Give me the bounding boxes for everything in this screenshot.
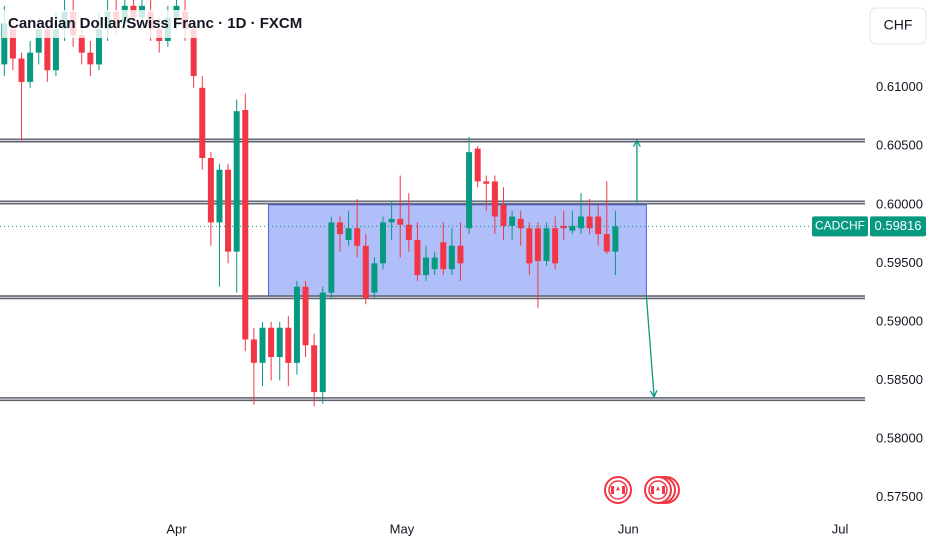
y-tick-label: 0.58500	[876, 372, 923, 387]
y-tick-label: 0.60000	[876, 196, 923, 211]
y-tick-label: 0.57500	[876, 489, 923, 504]
candle-body	[190, 29, 197, 77]
y-tick-label: 0.61000	[876, 79, 923, 94]
candle-body	[431, 257, 438, 270]
candle-body	[543, 228, 550, 262]
candle-body	[27, 52, 34, 82]
candle-body	[95, 29, 102, 65]
candle-body	[328, 222, 335, 293]
symbol-label: CADCHF	[815, 219, 865, 233]
candle-body	[259, 327, 266, 363]
candle-body	[354, 228, 361, 246]
candle-body	[9, 29, 16, 59]
plot-area	[0, 0, 865, 407]
candle-body	[78, 35, 85, 53]
candle-body	[595, 216, 602, 235]
arrow-head	[632, 139, 641, 147]
y-tick-label: 0.58000	[876, 430, 923, 445]
x-tick-label: Jul	[832, 521, 849, 536]
candle-body	[474, 148, 481, 182]
currency-button[interactable]	[869, 7, 927, 45]
candle-body	[285, 327, 292, 363]
candle-body	[44, 29, 51, 71]
candle-body	[52, 29, 59, 71]
arrow-head	[649, 390, 658, 399]
candle-body	[345, 228, 352, 240]
candle-body	[440, 242, 447, 270]
candle-body	[336, 222, 343, 235]
candle-body	[457, 245, 464, 264]
candle-body	[199, 87, 206, 159]
chart-title: Canadian Dollar/Swiss Franc · 1D · FXCM	[8, 15, 302, 32]
candle-body	[483, 181, 490, 184]
candle-body	[500, 204, 507, 226]
candle-body	[276, 327, 283, 357]
y-tick-label: 0.59000	[876, 313, 923, 328]
candle-body	[302, 286, 309, 346]
candle-body	[414, 239, 421, 276]
candle-body	[577, 216, 584, 229]
candle-body	[250, 339, 257, 363]
arrow-line	[645, 296, 655, 397]
candle-body	[509, 216, 516, 226]
candle-body	[362, 245, 369, 299]
candle-body	[534, 228, 541, 262]
candle-body	[207, 158, 214, 223]
x-tick-label: May	[390, 521, 415, 536]
candle-body	[388, 218, 395, 223]
symbol-tag	[812, 216, 868, 237]
candle-body	[18, 58, 25, 82]
candle-body	[552, 228, 559, 264]
candle-body	[233, 111, 240, 252]
candle-body	[242, 110, 249, 340]
candle-body	[466, 152, 473, 229]
candle-body	[569, 225, 576, 231]
candle-body	[225, 169, 232, 252]
candle-body	[216, 169, 223, 223]
x-tick-label: Apr	[166, 521, 187, 536]
candle-body	[319, 292, 326, 393]
candle-body	[311, 345, 318, 393]
candle-body	[423, 257, 430, 276]
y-tick-label: 0.60500	[876, 138, 923, 153]
candle-body	[612, 226, 619, 252]
event-icons	[604, 476, 680, 504]
candle-body	[603, 234, 610, 252]
candle-body	[491, 181, 498, 217]
candle-body	[371, 263, 378, 293]
candle-body	[517, 218, 524, 229]
candle-body	[1, 23, 8, 65]
title-backdrop	[2, 10, 298, 38]
last-price-label: 0.59816	[875, 218, 922, 233]
y-tick-label: 0.59500	[876, 255, 923, 270]
candle-body	[87, 52, 94, 65]
candle-body	[586, 216, 593, 229]
candle-body	[397, 218, 404, 225]
currency-label: CHF	[884, 17, 913, 33]
candle-body	[268, 327, 275, 357]
candle-body	[526, 228, 533, 264]
candle-body	[35, 29, 42, 53]
candle-body	[448, 245, 455, 270]
last-price-tag	[870, 216, 926, 237]
x-tick-label: Jun	[618, 521, 639, 536]
candle-body	[560, 225, 567, 229]
candle-body	[293, 286, 300, 363]
candle-body	[405, 224, 412, 240]
candle-body	[380, 222, 387, 264]
